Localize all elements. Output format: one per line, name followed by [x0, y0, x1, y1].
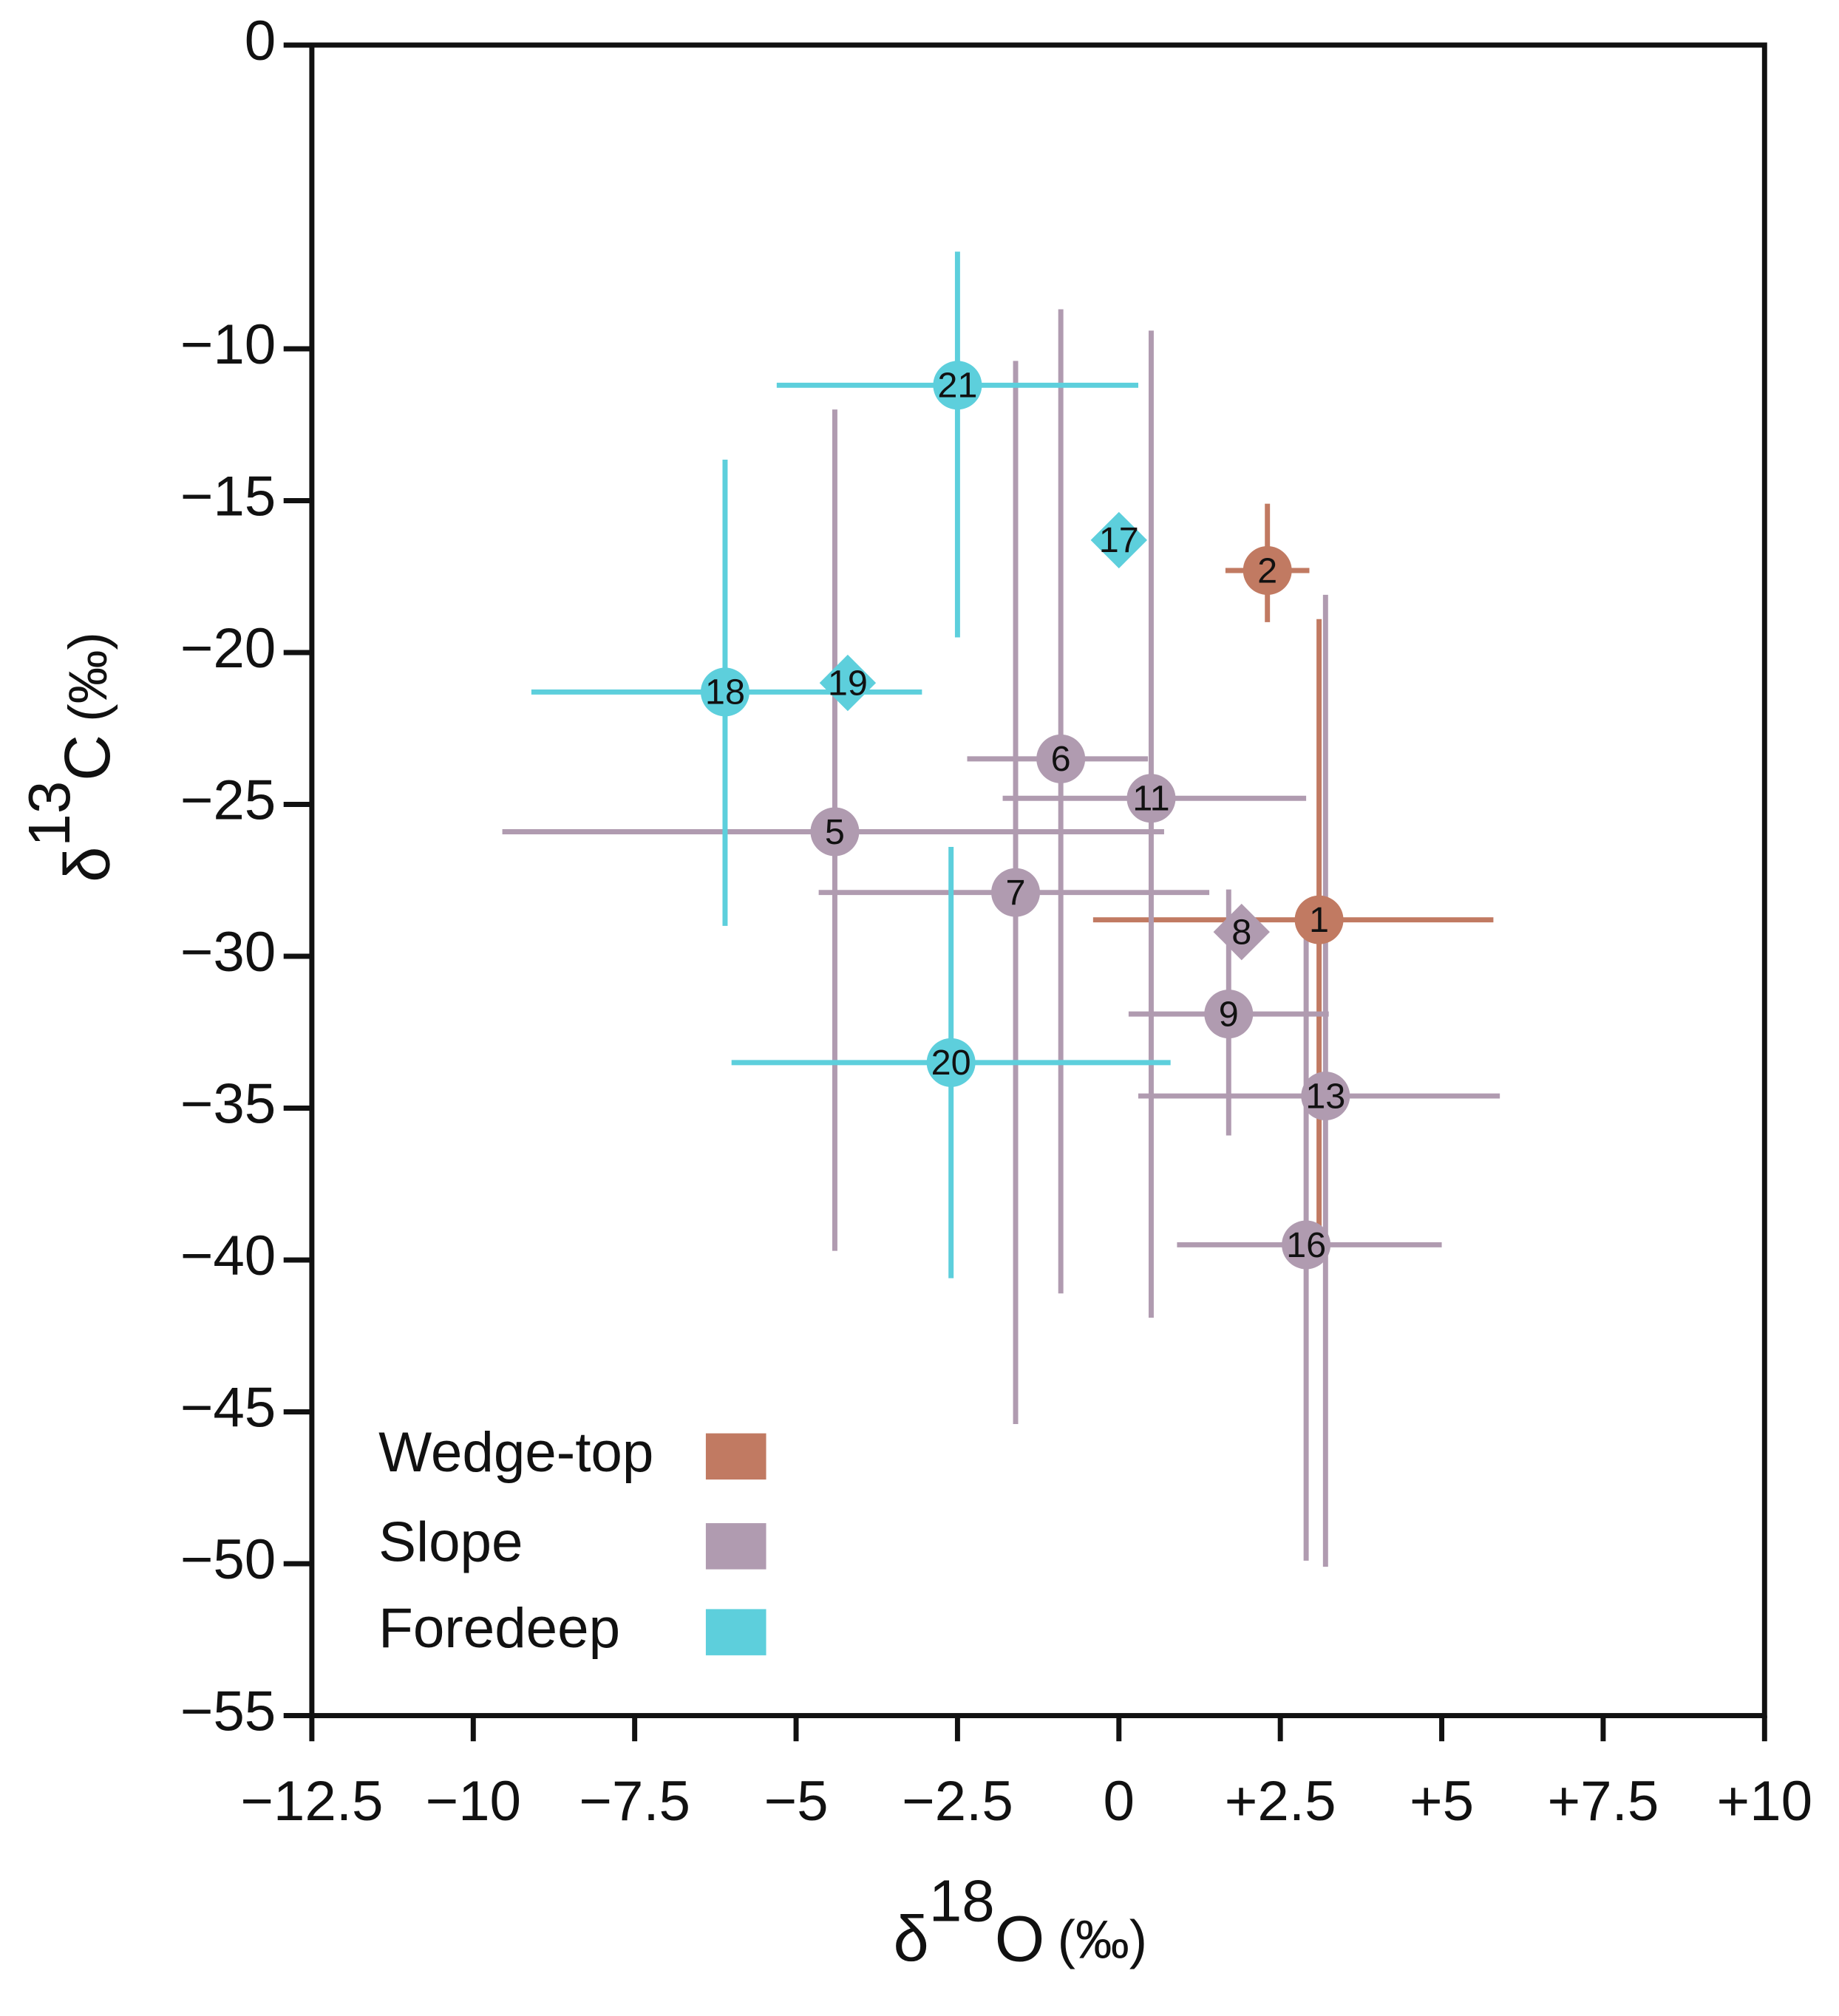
y-tick-label: −15: [180, 466, 276, 528]
y-tick-label: −25: [180, 769, 276, 832]
y-tick-label: −20: [180, 617, 276, 680]
point: [1243, 546, 1292, 596]
point: [819, 654, 877, 712]
point-label: 5: [825, 812, 845, 852]
legend-swatch: [705, 1433, 766, 1480]
point: [1294, 895, 1344, 944]
y-tick-label: −30: [180, 921, 276, 984]
point-label: 21: [937, 366, 977, 406]
y-tick-label: −10: [180, 313, 276, 376]
legend-label: Slope: [378, 1511, 523, 1574]
legend-label: Wedge-top: [378, 1421, 653, 1484]
point-label: 13: [1305, 1076, 1345, 1116]
y-tick-label: −35: [180, 1073, 276, 1136]
y-axis-label: δ13C (‰): [16, 632, 123, 882]
point: [991, 868, 1041, 917]
point: [1213, 903, 1270, 961]
y-tick-label: −45: [180, 1377, 276, 1440]
x-tick-label: −2.5: [902, 1770, 1013, 1833]
point: [933, 361, 982, 410]
point: [926, 1038, 976, 1087]
x-tick-label: −7.5: [579, 1770, 690, 1833]
x-label-sup: 18: [929, 1868, 995, 1934]
x-tick-label: +10: [1717, 1770, 1813, 1833]
point-label: 1: [1309, 900, 1329, 940]
point: [1204, 990, 1254, 1039]
point-label: 7: [1006, 873, 1026, 913]
x-label-element: O: [995, 1904, 1045, 1975]
legend-label: Foredeep: [378, 1597, 620, 1660]
y-tick-label: −40: [180, 1225, 276, 1287]
point-label: 6: [1051, 739, 1071, 779]
point: [1036, 734, 1086, 783]
point-label: 11: [1132, 779, 1169, 819]
x-tick-label: +5: [1410, 1770, 1474, 1833]
point-label: 19: [828, 663, 868, 703]
x-tick-label: −10: [425, 1770, 521, 1833]
legend-swatch: [705, 1523, 766, 1570]
y-label-element: C: [52, 735, 123, 781]
x-tick-label: −12.5: [240, 1770, 383, 1833]
point-label: 20: [931, 1043, 971, 1083]
point: [1126, 774, 1176, 823]
plot-frame: [309, 42, 1767, 1718]
point-label: 9: [1219, 994, 1239, 1034]
y-tick-label: −50: [180, 1528, 276, 1591]
point-label: 17: [1099, 520, 1139, 560]
x-tick-label: −5: [764, 1770, 828, 1833]
point: [1301, 1072, 1350, 1121]
point-label: 2: [1257, 551, 1277, 590]
y-label-unit: (‰): [58, 632, 118, 721]
point-label: 8: [1231, 912, 1251, 952]
x-tick-label: +7.5: [1548, 1770, 1659, 1833]
x-label-unit: (‰): [1058, 1910, 1147, 1970]
y-tick-label: 0: [245, 10, 276, 72]
x-axis-label: δ18O (‰): [894, 1868, 1148, 1975]
point-label: 16: [1286, 1225, 1326, 1265]
point: [700, 667, 749, 717]
point: [1282, 1220, 1331, 1270]
x-tick-label: 0: [1104, 1770, 1135, 1833]
x-tick-label: +2.5: [1225, 1770, 1336, 1833]
legend-swatch: [705, 1609, 766, 1655]
point: [810, 807, 860, 857]
x-label-symbol: δ: [894, 1904, 929, 1975]
y-label-symbol: δ: [52, 847, 123, 882]
point-label: 18: [705, 672, 745, 712]
y-tick-label: −55: [180, 1680, 276, 1743]
y-label-sup: 13: [16, 781, 82, 847]
